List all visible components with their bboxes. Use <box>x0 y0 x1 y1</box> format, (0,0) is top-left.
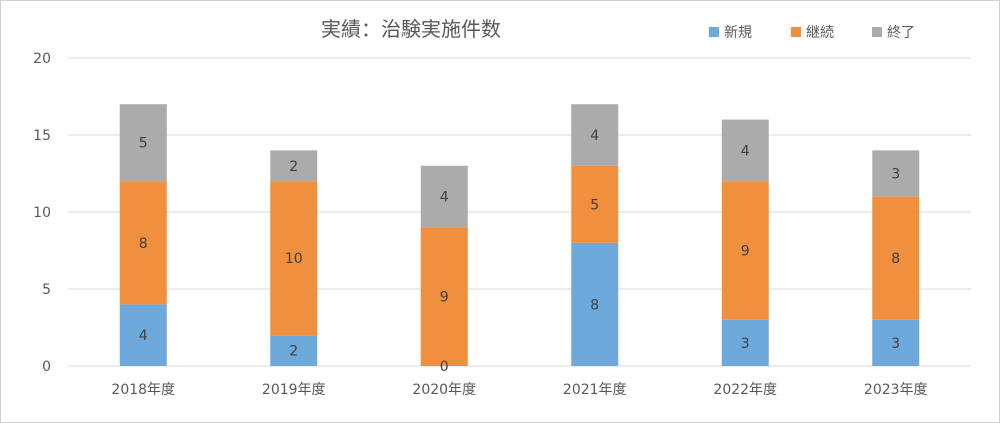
x-tick-label: 2019年度 <box>262 382 326 398</box>
x-tick-label: 2023年度 <box>864 382 928 398</box>
gridlines <box>68 57 971 367</box>
legend-swatch-継続 <box>791 27 801 37</box>
bar-新規-2019年度 <box>270 335 318 366</box>
legend-swatch-新規 <box>709 27 719 37</box>
y-tick-label: 0 <box>42 359 51 375</box>
bar-終了-2023年度 <box>872 150 920 197</box>
legend-label: 新規 <box>724 25 752 41</box>
data-label: 0 <box>440 359 449 375</box>
data-label: 4 <box>590 128 599 144</box>
y-tick-label: 20 <box>33 51 51 67</box>
bars <box>119 104 920 366</box>
data-label: 4 <box>741 143 750 159</box>
bar-継続-2022年度 <box>721 181 769 320</box>
data-label: 3 <box>741 336 750 352</box>
chart-title: 実績：治験実施件数 <box>321 17 501 41</box>
data-label: 10 <box>285 251 303 267</box>
legend-label: 終了 <box>887 25 915 41</box>
x-tick-label: 2022年度 <box>713 382 777 398</box>
bar-新規-2022年度 <box>721 319 769 366</box>
data-label: 4 <box>440 190 449 206</box>
bar-継続-2023年度 <box>872 196 920 320</box>
bar-継続-2021年度 <box>571 165 619 243</box>
legend-swatch-終了 <box>872 27 882 37</box>
bar-新規-2018年度 <box>119 304 167 366</box>
data-label: 9 <box>741 244 750 260</box>
bar-終了-2018年度 <box>119 104 167 182</box>
x-tick-label: 2018年度 <box>111 382 175 398</box>
data-label: 4 <box>139 328 148 344</box>
bar-終了-2021年度 <box>571 104 619 166</box>
bar-終了-2022年度 <box>721 119 769 182</box>
y-tick-label: 15 <box>33 128 51 144</box>
x-tick-label: 2020年度 <box>412 382 476 398</box>
y-tick-label: 5 <box>42 282 51 298</box>
y-tick-label: 10 <box>33 205 51 221</box>
bar-終了-2019年度 <box>270 150 318 182</box>
legend: 新規 継続 終了 <box>709 24 915 41</box>
bar-終了-2020年度 <box>420 165 468 228</box>
bar-新規-2021年度 <box>571 242 619 366</box>
data-label: 8 <box>891 251 900 267</box>
bar-継続-2018年度 <box>119 181 167 305</box>
x-axis: 2018年度 2019年度 2020年度 2021年度 2022年度 2023年度 <box>111 382 927 398</box>
bar-新規-2023年度 <box>872 319 920 366</box>
data-label: 8 <box>139 236 148 252</box>
data-labels: 4 8 5 2 10 2 0 9 4 8 5 4 3 9 4 3 8 3 <box>139 128 900 375</box>
bar-継続-2019年度 <box>270 181 318 336</box>
legend-label: 継続 <box>806 24 834 41</box>
x-tick-label: 2021年度 <box>563 382 627 398</box>
y-axis: 0 5 10 15 20 <box>33 51 51 375</box>
data-label: 5 <box>590 197 599 213</box>
bar-継続-2020年度 <box>420 227 468 366</box>
data-label: 3 <box>891 167 900 183</box>
data-label: 3 <box>891 336 900 352</box>
data-label: 9 <box>440 290 449 306</box>
data-label: 2 <box>289 159 298 175</box>
data-label: 5 <box>139 136 148 152</box>
data-label: 2 <box>289 344 298 360</box>
data-label: 8 <box>590 297 599 313</box>
